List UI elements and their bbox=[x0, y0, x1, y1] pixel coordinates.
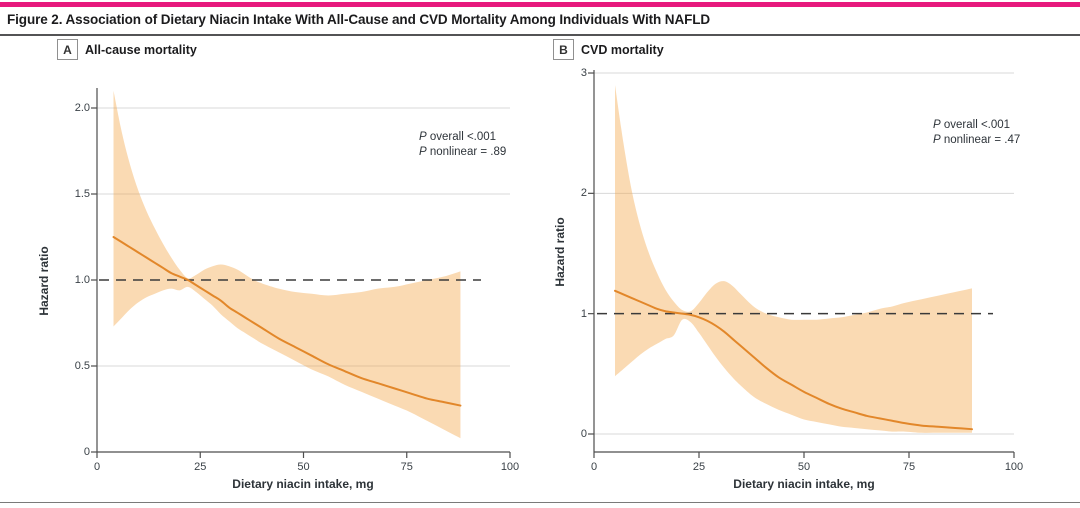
panel-a-p-values-annotation: P overall <.001 P nonlinear = .89 bbox=[419, 130, 506, 160]
confidence-band bbox=[113, 90, 461, 439]
y-tick-label: 0 bbox=[580, 428, 587, 440]
x-tick-label: 100 bbox=[500, 461, 520, 473]
y-tick-label: 1 bbox=[580, 307, 587, 320]
hazard-ratio-curve bbox=[614, 289, 973, 431]
x-tick-label: 25 bbox=[692, 461, 706, 473]
hazard-ratio-curve bbox=[112, 236, 462, 407]
panel-a-x-axis-label: Dietary niacin intake, mg bbox=[232, 477, 374, 491]
y-tick-label: 2.0 bbox=[74, 102, 90, 114]
confidence-band bbox=[615, 85, 972, 433]
x-tick-label: 50 bbox=[297, 461, 310, 473]
p-value-line: P nonlinear = .47 bbox=[933, 134, 1021, 146]
x-tick-label: 75 bbox=[400, 461, 413, 473]
panel-b-p-values-annotation: P overall <.001 P nonlinear = .47 bbox=[933, 118, 1020, 148]
panel-b-header: B CVD mortality bbox=[553, 39, 664, 60]
y-tick-label: 1.0 bbox=[74, 274, 90, 286]
panel-a-letter-badge: A bbox=[57, 39, 78, 60]
p-value-line: P overall <.001 bbox=[933, 119, 1011, 131]
p-value-line: P overall <.001 bbox=[419, 131, 497, 143]
x-tick-label: 75 bbox=[902, 461, 916, 473]
x-tick-label: 0 bbox=[590, 461, 598, 473]
bottom-divider bbox=[0, 502, 1080, 503]
accent-bar bbox=[0, 2, 1080, 7]
y-tick-label: 0 bbox=[83, 446, 90, 458]
y-tick-label: 1.5 bbox=[74, 188, 90, 200]
y-tick-label: 3 bbox=[580, 67, 587, 79]
y-tick-label: 0.5 bbox=[74, 360, 90, 372]
figure-title: Figure 2. Association of Dietary Niacin … bbox=[7, 12, 711, 27]
p-value-line: P nonlinear = .89 bbox=[419, 146, 507, 158]
panel-b-title: CVD mortality bbox=[581, 42, 664, 57]
title-divider bbox=[0, 34, 1080, 36]
y-tick-label: 2 bbox=[580, 187, 587, 200]
x-tick-label: 100 bbox=[1004, 461, 1024, 473]
panel-b-y-axis-label: Hazard ratio bbox=[553, 217, 567, 287]
panel-b-x-axis-label: Dietary niacin intake, mg bbox=[733, 477, 875, 491]
panel-a-y-axis-label: Hazard ratio bbox=[37, 246, 51, 316]
x-tick-label: 50 bbox=[797, 461, 811, 473]
x-tick-label: 0 bbox=[93, 461, 101, 473]
x-tick-label: 25 bbox=[194, 461, 207, 473]
panel-a-header: A All-cause mortality bbox=[57, 39, 197, 60]
panel-a-title: All-cause mortality bbox=[85, 42, 197, 57]
panel-b-letter-badge: B bbox=[553, 39, 574, 60]
